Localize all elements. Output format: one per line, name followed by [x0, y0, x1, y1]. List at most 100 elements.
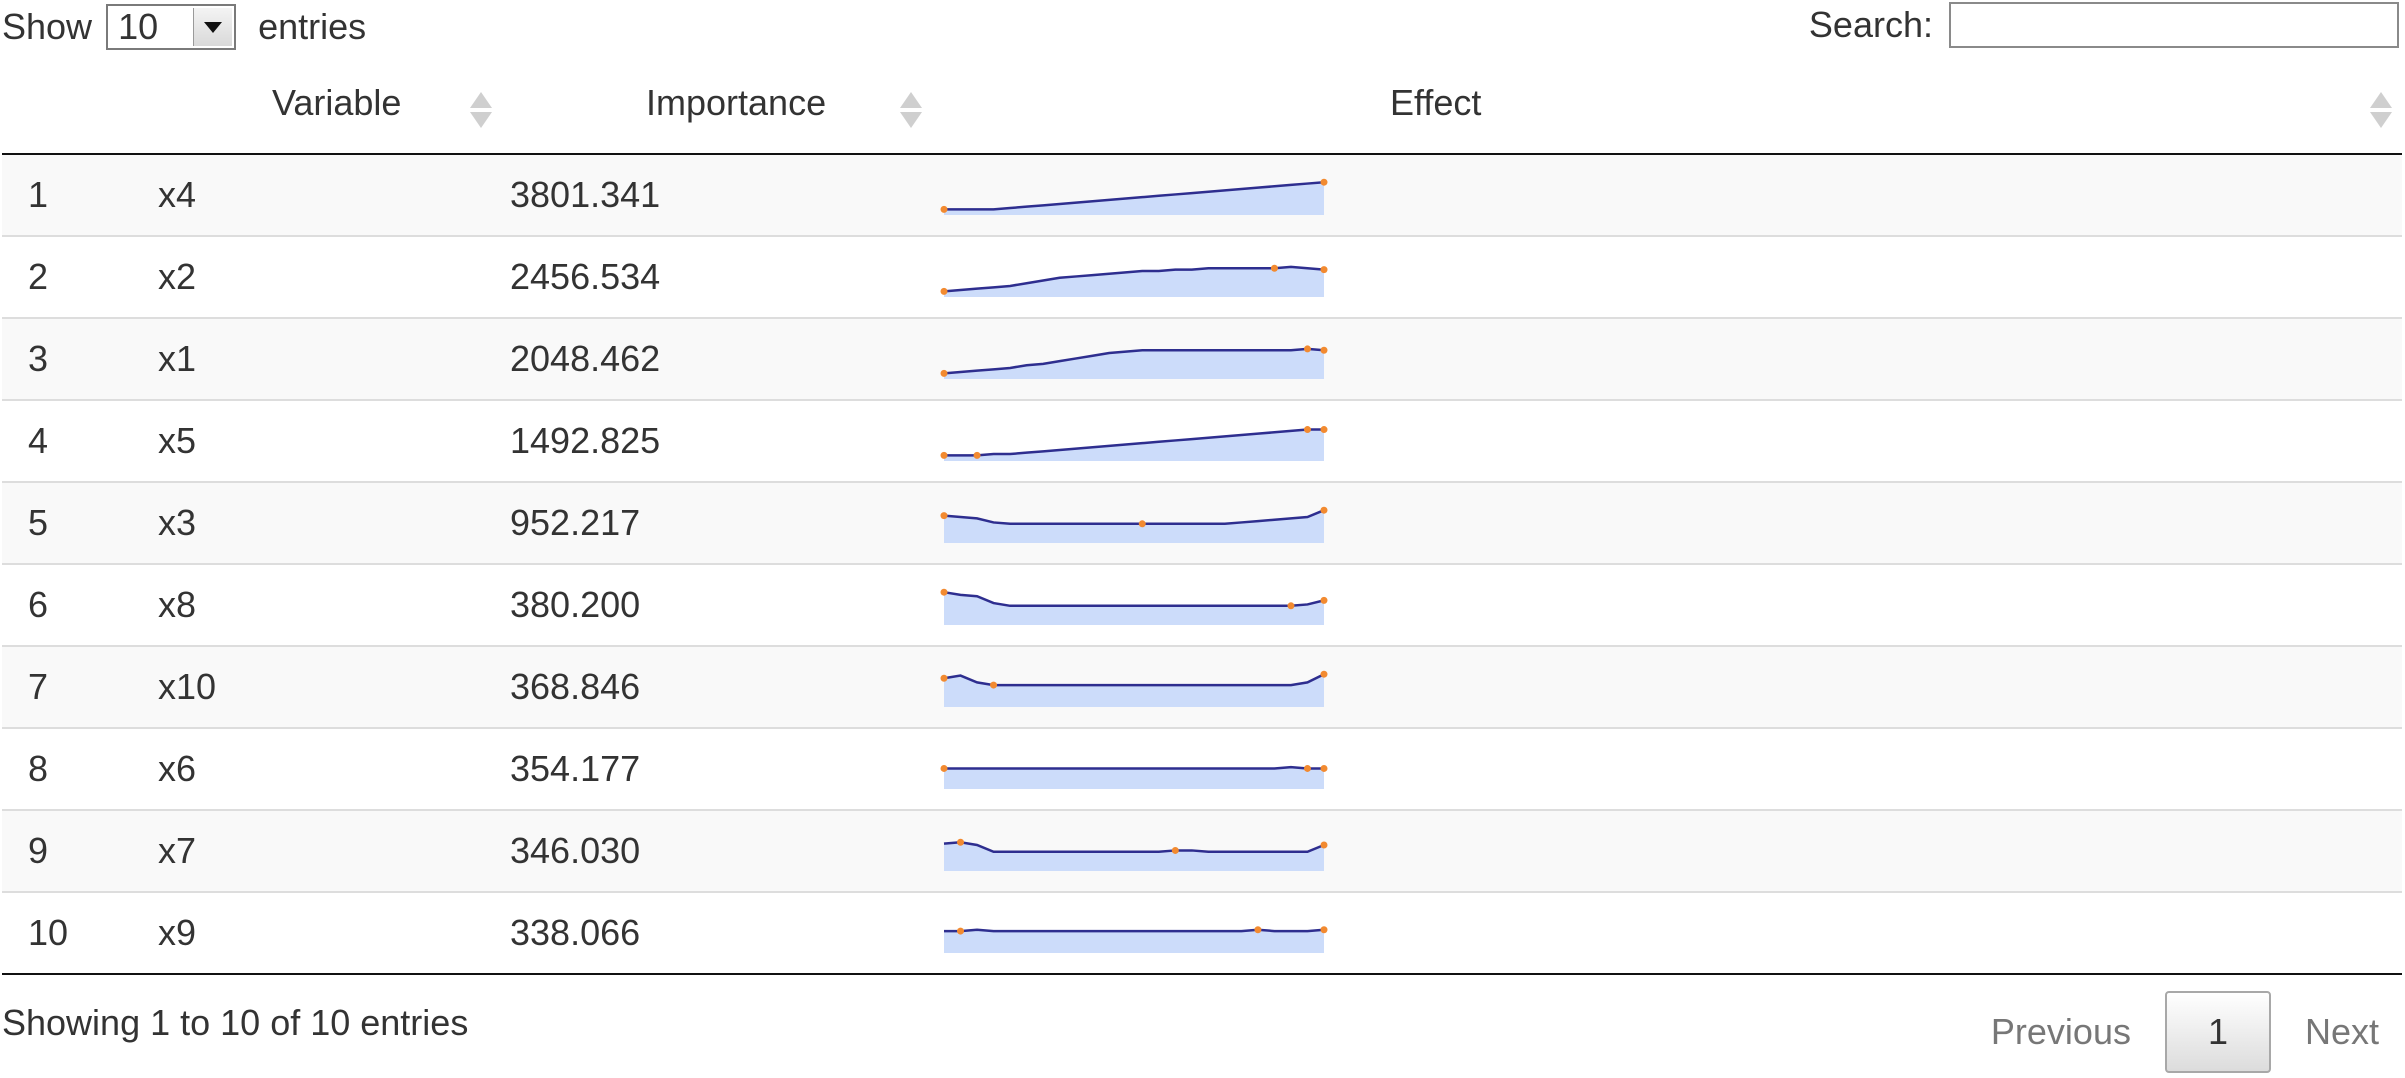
table-row: 6 x8 380.200: [2, 563, 2402, 646]
previous-button[interactable]: Previous: [1990, 1011, 2131, 1052]
row-variable: x9: [158, 891, 510, 975]
effect-sparkline: [940, 764, 1328, 789]
sparkline-line: [943, 265, 1325, 293]
row-variable: x1: [158, 317, 510, 400]
table-row: 4 x5 1492.825: [2, 399, 2402, 482]
column-header-index: [2, 70, 158, 155]
sparkline-point: [1303, 764, 1311, 772]
row-importance: 338.066: [510, 891, 940, 975]
effect-sparkline: [940, 588, 1328, 625]
length-control: Show 10 entries: [2, 0, 366, 54]
sparkline-area: [944, 842, 1324, 871]
row-importance: 346.030: [510, 809, 940, 892]
effect-sparkline: [940, 670, 1328, 707]
row-importance: 380.200: [510, 563, 940, 646]
page-button-1[interactable]: 1: [2164, 991, 2271, 1073]
row-index: 4: [2, 399, 158, 482]
sparkline-point: [1320, 346, 1328, 354]
row-index: 10: [2, 891, 158, 975]
row-index: 7: [2, 645, 158, 728]
effect-sparkline: [944, 926, 1328, 953]
sparkline-area: [944, 929, 1324, 953]
row-index: 8: [2, 727, 158, 810]
row-effect: [940, 317, 2402, 400]
sparkline-line: [943, 673, 1325, 687]
sparkline-line: [944, 928, 1325, 933]
row-index: 6: [2, 563, 158, 646]
sparkline-line: [944, 428, 1324, 457]
effect-sparkline: [943, 838, 1328, 871]
sparkline-point: [1320, 426, 1328, 434]
sparkline-line: [943, 347, 1325, 375]
sparkline-point: [1320, 764, 1328, 772]
sparkline-point: [1303, 345, 1311, 353]
row-effect: [940, 645, 2402, 728]
sparkline-area: [944, 767, 1324, 789]
column-header-variable[interactable]: Variable: [158, 70, 510, 155]
row-index: 2: [2, 235, 158, 318]
table-row: 5 x3 952.217: [2, 481, 2402, 564]
row-index: 3: [2, 317, 158, 400]
column-header-importance[interactable]: Importance: [510, 70, 940, 155]
row-importance: 368.846: [510, 645, 940, 728]
entries-select[interactable]: 10: [106, 4, 237, 50]
next-button[interactable]: Next: [2304, 1011, 2379, 1052]
sparkline-point: [940, 287, 948, 295]
table-info: Showing 1 to 10 of 10 entries: [2, 1002, 469, 1043]
sparkline-point: [1320, 926, 1328, 934]
row-importance: 3801.341: [510, 174, 661, 215]
search-control: Search:: [1809, 0, 2399, 50]
row-effect: [940, 727, 2402, 810]
table-row: 8 x6 354.177: [2, 727, 2402, 810]
sparkline-area: [944, 348, 1324, 379]
sparkline-point: [940, 369, 948, 377]
sparkline-area: [944, 429, 1324, 461]
sparkline-point: [990, 681, 998, 689]
sort-icon[interactable]: [470, 92, 492, 132]
row-importance: 1492.825: [510, 399, 940, 482]
row-effect: [940, 563, 2402, 646]
effect-sparkline: [940, 506, 1328, 543]
sparkline-point: [1320, 266, 1328, 274]
row-variable: x5: [158, 399, 510, 482]
effect-sparkline: [940, 426, 1328, 461]
sparkline-point: [940, 451, 948, 459]
sparkline-point: [1171, 846, 1179, 854]
search-input[interactable]: [1949, 2, 2399, 48]
pagination: Previous 1 Next: [1965, 990, 2405, 1074]
table-row: 9 x7 346.030: [2, 809, 2402, 892]
row-importance: 354.177: [510, 727, 940, 810]
effect-sparkline: [940, 345, 1328, 379]
row-effect: [940, 399, 2402, 482]
sparkline-line: [943, 590, 1325, 608]
effect-sparkline: [940, 178, 1328, 215]
sort-icon[interactable]: [2370, 92, 2392, 132]
sparkline-point: [957, 838, 965, 846]
sparkline-point: [1138, 520, 1146, 528]
sparkline-line: [943, 509, 1325, 526]
sparkline-area: [944, 266, 1324, 297]
row-variable: x6: [158, 727, 510, 810]
sparkline-point: [1320, 506, 1328, 514]
row-importance: 2048.462: [510, 317, 940, 400]
table-row: 10 x9 338.066: [2, 891, 2402, 975]
row-variable: x3: [158, 481, 510, 564]
row-variable: x8: [158, 563, 510, 646]
sparkline-point: [1320, 178, 1328, 186]
sparkline-point: [940, 588, 948, 596]
sparkline-point: [973, 451, 981, 459]
row-effect: [940, 891, 2402, 975]
row-variable: x2: [158, 235, 510, 318]
row-effect: [940, 235, 2402, 318]
table-header-row: Variable Importance Effect: [2, 70, 2402, 155]
chevron-down-icon[interactable]: [193, 8, 233, 46]
row-variable: x4: [158, 174, 197, 215]
sort-icon[interactable]: [900, 92, 922, 132]
sparkline-point: [1254, 926, 1262, 934]
table-row: 2 x2 2456.534: [2, 235, 2402, 318]
effect-sparkline: [940, 264, 1328, 297]
sparkline-point: [940, 205, 948, 213]
table-row: 7 x10 368.846: [2, 645, 2402, 728]
column-header-effect[interactable]: Effect: [940, 70, 2402, 155]
row-variable: x7: [158, 809, 510, 892]
